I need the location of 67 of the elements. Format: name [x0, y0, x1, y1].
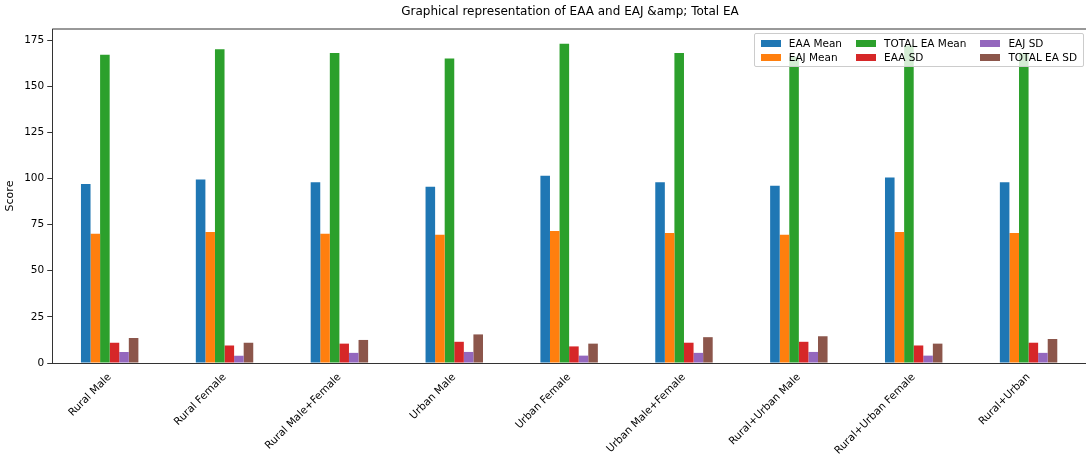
bar	[329, 52, 340, 363]
bar	[664, 232, 675, 363]
bar	[119, 351, 129, 363]
bar	[243, 342, 254, 363]
y-tick-label: 150	[24, 78, 45, 91]
bar	[80, 184, 91, 363]
bar	[1047, 339, 1058, 363]
bar	[817, 336, 828, 363]
legend-label: EAJ SD	[1008, 37, 1044, 49]
bar	[310, 182, 321, 363]
bar	[435, 234, 445, 363]
legend-label: EAJ Mean	[788, 51, 838, 63]
y-tick-label: 75	[30, 217, 45, 230]
bar	[205, 231, 215, 363]
bar	[195, 179, 206, 363]
bar	[549, 231, 560, 363]
bar	[463, 351, 474, 363]
bar	[559, 43, 570, 363]
bar	[674, 52, 684, 363]
bar	[90, 233, 101, 363]
y-tick-label: 125	[24, 125, 45, 138]
bar	[655, 182, 665, 363]
bar	[798, 341, 809, 363]
bar	[770, 185, 780, 363]
legend-label: EAA SD	[884, 51, 924, 63]
bar	[683, 342, 694, 363]
bar	[473, 334, 483, 363]
bar	[100, 54, 110, 363]
y-tick-label: 175	[24, 32, 45, 45]
bar	[540, 175, 550, 363]
y-tick-label: 0	[37, 355, 45, 368]
bar	[224, 345, 235, 363]
bar	[358, 339, 369, 363]
bar	[588, 343, 598, 363]
bar	[999, 182, 1010, 363]
bar	[569, 346, 579, 363]
bar	[234, 355, 244, 363]
bar	[923, 355, 933, 363]
bar	[578, 355, 589, 363]
bar	[1038, 352, 1048, 363]
bar	[1009, 232, 1019, 363]
bar	[884, 177, 895, 363]
bar	[913, 345, 924, 363]
bar	[454, 341, 464, 363]
bar	[425, 186, 436, 363]
bar	[444, 58, 455, 363]
chart-title: Graphical representation of EAA and EAJ &amp; Total EA	[400, 4, 740, 18]
y-tick-label: 50	[30, 263, 45, 276]
bar	[693, 352, 704, 363]
bar	[109, 342, 120, 363]
legend-label: TOTAL EA SD	[1008, 51, 1077, 63]
y-tick-label: 25	[30, 309, 45, 322]
bar	[348, 352, 359, 363]
y-tick-label: 100	[24, 171, 45, 184]
legend-label: TOTAL EA Mean	[884, 37, 967, 49]
bar	[214, 49, 225, 363]
bar	[703, 337, 713, 363]
bar	[320, 233, 330, 363]
bar	[808, 351, 818, 363]
bar	[1028, 342, 1039, 363]
bar	[932, 343, 943, 363]
bar	[894, 231, 905, 363]
legend-label: EAA Mean	[788, 37, 843, 49]
bar	[128, 338, 139, 363]
bar	[339, 343, 349, 363]
bar	[779, 234, 790, 363]
y-axis-title: Score	[3, 180, 17, 212]
